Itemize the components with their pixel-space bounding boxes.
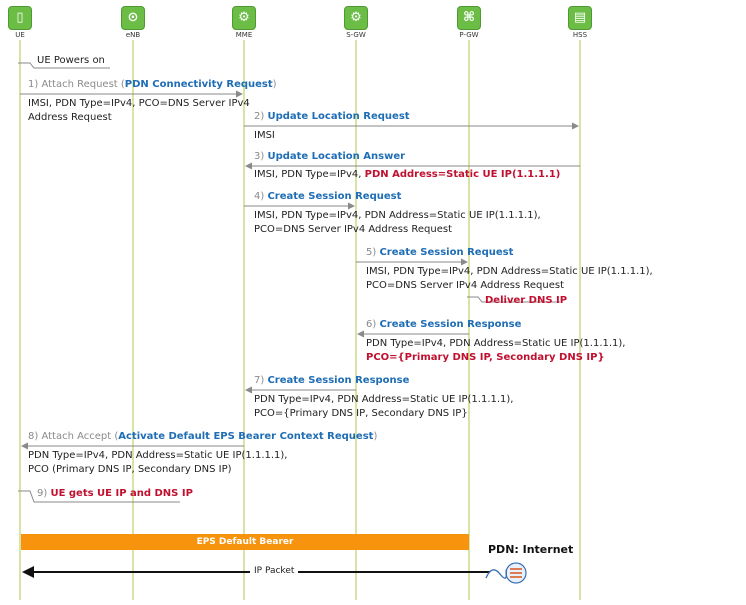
note-bracket-ue-gets: [18, 490, 180, 503]
entity-label: P-GW: [459, 31, 479, 39]
step-5-number: 5): [366, 247, 377, 258]
step-5-label: 5) Create Session Request: [366, 246, 513, 260]
entity-ue: ▯ UE: [0, 6, 50, 39]
step-9-result: UE gets UE IP and DNS IP: [50, 488, 193, 499]
step-8-param-1: PDN Type=IPv4, PDN Address=Static UE IP(…: [28, 450, 288, 461]
note-bracket-deliver: [467, 296, 560, 303]
entity-enb: ⊙ eNB: [103, 6, 163, 39]
step-6-pco: PCO={Primary DNS IP, Secondary DNS IP}: [366, 352, 605, 363]
note-ue-powers-on: UE Powers on: [37, 55, 105, 66]
step-7-number: 7): [254, 375, 265, 386]
step-6-param-1: PDN Type=IPv4, PDN Address=Static UE IP(…: [366, 338, 626, 349]
step-3-label: 3) Update Location Answer: [254, 150, 405, 164]
step-1-number: 1) Attach Request (: [28, 79, 125, 90]
step-3-name: Update Location Answer: [267, 151, 406, 162]
step-2-label: 2) Update Location Request: [254, 110, 410, 124]
entity-pgw: ⌘ P-GW: [439, 6, 499, 39]
step-5-param-1: IMSI, PDN Type=IPv4, PDN Address=Static …: [366, 266, 653, 277]
step-8-name: Activate Default EPS Bearer Context Requ…: [118, 431, 374, 442]
entity-label: UE: [15, 31, 25, 39]
entity-label: HSS: [572, 31, 588, 39]
step-6-name: Create Session Response: [379, 319, 522, 330]
arrow-ip-packet-head: [22, 566, 34, 578]
watermark-logo-icon: [485, 562, 527, 584]
step-4-name: Create Session Request: [267, 191, 402, 202]
step-1-label: 1) Attach Request (PDN Connectivity Requ…: [28, 78, 277, 92]
step-3-param-1: IMSI, PDN Type=IPv4,: [254, 169, 362, 180]
step-5-param-2: PCO=DNS Server IPv4 Address Request: [366, 280, 565, 291]
gear-icon: ⚙: [232, 6, 256, 30]
step-6-number: 6): [366, 319, 377, 330]
step-5-name: Create Session Request: [379, 247, 514, 258]
step-1-close: ): [272, 79, 277, 90]
step-1-param-2: Address Request: [28, 112, 112, 123]
step-1-name: PDN Connectivity Request: [124, 79, 273, 90]
entity-label: eNB: [125, 31, 141, 39]
step-9-label: 9) UE gets UE IP and DNS IP: [37, 487, 193, 501]
step-9-number: 9): [37, 488, 48, 499]
database-icon: ▤: [568, 6, 592, 30]
step-3-number: 3): [254, 151, 265, 162]
step-3-params: IMSI, PDN Type=IPv4, PDN Address=Static …: [254, 168, 560, 182]
phone-icon: ▯: [8, 6, 32, 30]
step-2-number: 2): [254, 111, 265, 122]
note-bracket-power: [18, 62, 110, 69]
entity-sgw: ⚙ S-GW: [326, 6, 386, 39]
step-8-number: 8) Attach Accept (: [28, 431, 119, 442]
gear-icon: ⚙: [344, 6, 368, 30]
step-1-param-1: IMSI, PDN Type=IPv4, PCO=DNS Server IPv4: [28, 98, 250, 109]
note-deliver-dns-ip: Deliver DNS IP: [485, 295, 568, 306]
entity-mme: ⚙ MME: [214, 6, 274, 39]
step-8-close: ): [373, 431, 378, 442]
network-icon: ⌘: [457, 6, 481, 30]
eps-default-bearer: EPS Default Bearer: [21, 534, 469, 550]
step-2-name: Update Location Request: [267, 111, 410, 122]
step-7-param-2: PCO={Primary DNS IP, Secondary DNS IP}: [254, 408, 468, 419]
step-7-param-1: PDN Type=IPv4, PDN Address=Static UE IP(…: [254, 394, 514, 405]
step-8-label: 8) Attach Accept (Activate Default EPS B…: [28, 430, 377, 444]
entity-label: MME: [235, 31, 253, 39]
step-7-name: Create Session Response: [267, 375, 410, 386]
step-7-label: 7) Create Session Response: [254, 374, 409, 388]
step-3-pdn-address: PDN Address=Static UE IP(1.1.1.1): [364, 169, 561, 180]
antenna-icon: ⊙: [121, 6, 145, 30]
entity-label: S-GW: [346, 31, 366, 39]
step-4-number: 4): [254, 191, 265, 202]
step-4-label: 4) Create Session Request: [254, 190, 401, 204]
step-4-param-1: IMSI, PDN Type=IPv4, PDN Address=Static …: [254, 210, 541, 221]
ip-packet-label: IP Packet: [250, 566, 299, 576]
step-4-param-2: PCO=DNS Server IPv4 Address Request: [254, 224, 453, 235]
step-8-param-2: PCO (Primary DNS IP, Secondary DNS IP): [28, 464, 232, 475]
entity-hss: ▤ HSS: [550, 6, 610, 39]
step-2-param-1: IMSI: [254, 130, 275, 141]
step-6-label: 6) Create Session Response: [366, 318, 521, 332]
pdn-internet-label: PDN: Internet: [488, 543, 574, 556]
